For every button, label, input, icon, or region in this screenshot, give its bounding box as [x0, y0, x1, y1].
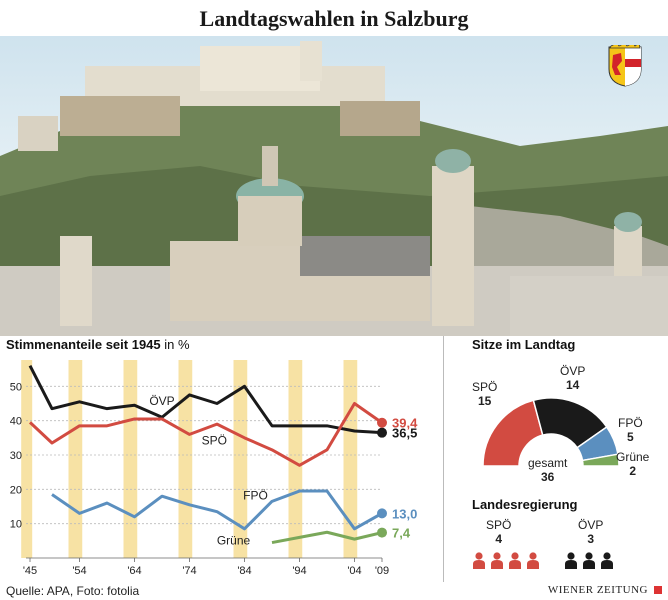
series-label-1: SPÖ: [202, 434, 227, 448]
seats-label-fpoe: FPÖ 5: [618, 416, 643, 444]
person-head: [529, 552, 537, 560]
series-label-3: Grüne: [217, 533, 251, 547]
person-icon: [491, 552, 503, 569]
series-label-2: FPÖ: [243, 489, 268, 503]
x-tick-label: '04: [347, 565, 361, 577]
band: [21, 360, 33, 558]
person-icon: [509, 552, 521, 569]
person-body: [601, 560, 613, 569]
seats-total-value: 36: [541, 470, 555, 484]
series-end-point-1: [377, 417, 387, 428]
government-title: Landesregierung: [472, 497, 578, 512]
person-icon: [601, 552, 613, 569]
band: [68, 360, 83, 558]
person-body: [583, 560, 595, 569]
x-tick-label: '09: [375, 565, 389, 577]
band: [178, 360, 193, 558]
person-icon: [565, 552, 577, 569]
seats-label-fpoe-name: FPÖ: [618, 416, 643, 430]
band: [288, 360, 303, 558]
salzburg-photo: [0, 36, 668, 336]
person-body: [473, 560, 485, 569]
source-credit: Quelle: APA, Foto: fotolia: [6, 584, 140, 598]
seats-label-spoe: SPÖ 15: [472, 380, 497, 408]
government-party-spoe-name: SPÖ: [486, 518, 512, 532]
person-body: [527, 560, 539, 569]
person-body: [491, 560, 503, 569]
series-line-2: [51, 489, 383, 531]
person-head: [511, 552, 519, 560]
footer: Quelle: APA, Foto: fotolia WIENER ZEITUN…: [0, 582, 668, 600]
seats-total-text: gesamt: [528, 456, 568, 470]
series-end-value-0: 36,5: [392, 426, 417, 441]
government-party-spoe-count: 4: [495, 532, 503, 546]
government-party-oevp-count: 3: [587, 532, 595, 546]
seats-donut-chart: [482, 397, 620, 467]
seats-label-oevp-name: ÖVP: [560, 364, 586, 378]
series-end-value-3: 7,4: [392, 526, 411, 541]
band: [123, 360, 138, 558]
government-party-spoe: SPÖ 4: [486, 518, 511, 546]
salzburg-crest-icon: [608, 45, 642, 87]
series-label-0: ÖVP: [149, 394, 174, 408]
seats-label-spoe-value: 15: [477, 394, 492, 408]
vote-share-panel: 10 20 30 40 50 '45 '54 '64 '74 '84 '94 '04 '09 36,5 ÖV…: [0, 336, 442, 582]
brand-logo: WIENER ZEITUNG: [547, 584, 648, 596]
x-tick-label: '54: [72, 565, 86, 577]
person-body: [509, 560, 521, 569]
y-tick-label: 30: [10, 450, 22, 462]
y-tick-label: 10: [10, 519, 22, 531]
seats-label-gruene-value: 2: [629, 464, 637, 478]
x-tick-label: '74: [182, 565, 196, 577]
person-head: [585, 552, 593, 560]
person-icon: [527, 552, 539, 569]
seats-label-fpoe-value: 5: [626, 430, 634, 444]
y-tick-label: 40: [10, 416, 22, 428]
person-icon: [583, 552, 595, 569]
brand-mark-icon: [654, 586, 662, 594]
seats-label-oevp: ÖVP 14: [560, 364, 585, 392]
seats-total-label: gesamt 36: [528, 456, 567, 484]
x-tick-label: '45: [23, 565, 37, 577]
person-head: [567, 552, 575, 560]
person-icon: [473, 552, 485, 569]
seats-label-gruene-name: Grüne: [616, 450, 650, 464]
person-head: [603, 552, 611, 560]
y-tick-label: 20: [10, 484, 22, 496]
seats-label-spoe-name: SPÖ: [472, 380, 498, 394]
person-head: [475, 552, 483, 560]
series-end-point-0: [377, 427, 387, 438]
y-tick-label: 50: [10, 381, 22, 393]
series-line-1: [28, 402, 383, 467]
series-line-0: [28, 365, 383, 435]
person-head: [493, 552, 501, 560]
chart-title-unit: in %: [164, 337, 190, 352]
seats-panel: Sitze im Landtag SPÖ 15 ÖVP 14 FPÖ 5 Grü…: [443, 336, 668, 582]
series-end-value-2: 13,0: [392, 506, 417, 521]
government-party-oevp: ÖVP 3: [578, 518, 603, 546]
x-tick-label: '64: [127, 565, 141, 577]
series-end-value-1: 39,4: [392, 416, 418, 431]
series-line-3: [271, 530, 383, 545]
seat-slice-3: [581, 453, 620, 467]
series-end-point-3: [377, 527, 387, 538]
band: [233, 360, 248, 558]
vote-share-chart: 10 20 30 40 50 '45 '54 '64 '74 '84 '94 '04 '09 36,5 ÖV…: [10, 360, 418, 577]
seats-title: Sitze im Landtag: [472, 337, 576, 352]
person-body: [565, 560, 577, 569]
x-tick-label: '84: [237, 565, 251, 577]
seats-label-gruene: Grüne 2: [616, 450, 649, 478]
x-tick-label: '94: [292, 565, 306, 577]
page-title: Landtagswahlen in Salzburg: [199, 6, 469, 31]
chart-title: Stimmenanteile seit 1945 in %: [6, 337, 190, 352]
series-end-point-2: [377, 508, 387, 519]
government-party-oevp-name: ÖVP: [578, 518, 604, 532]
band: [343, 360, 358, 558]
seats-label-oevp-value: 14: [565, 378, 580, 392]
